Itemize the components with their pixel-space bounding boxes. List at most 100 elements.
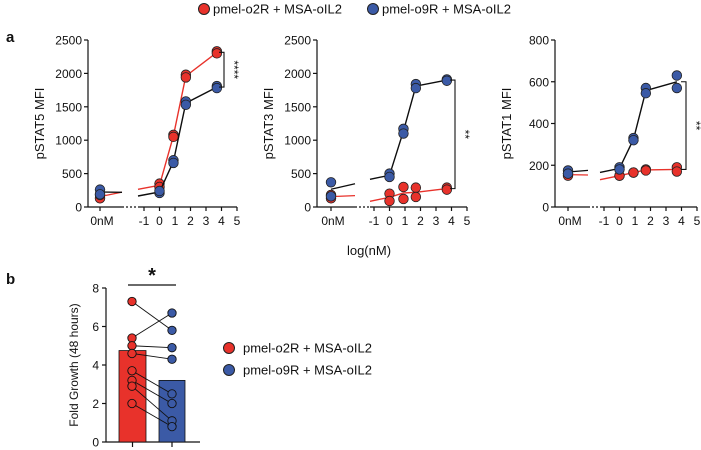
paired-point-o2r	[127, 333, 137, 343]
series-line-o9r	[137, 86, 218, 197]
paired-point-o2r	[127, 366, 137, 376]
y-tick-label: 0	[542, 201, 549, 215]
series-line-o2r	[137, 51, 218, 190]
data-point	[168, 157, 179, 169]
legend-label-o9r: pmel-o9R + MSA-oIL2	[382, 2, 511, 17]
y-tick-label: 500	[62, 167, 82, 181]
paired-line	[131, 380, 173, 404]
data-point-zero	[325, 191, 337, 202]
data-point-zero	[325, 177, 337, 188]
paired-point-o9r	[167, 421, 177, 432]
x-tick-label: 4	[448, 214, 455, 228]
legend-b-label-o9r: pmel-o9R + MSA-oIL2	[243, 363, 372, 378]
paired-point-o2r	[127, 341, 137, 351]
data-point	[211, 82, 223, 94]
significance-bracket	[450, 79, 456, 190]
data-point	[410, 182, 422, 193]
y-tick-label: 2000	[55, 67, 82, 81]
data-point	[640, 88, 652, 99]
panel-b-legend: pmel-o2R + MSA-oIL2 pmel-o9R + MSA-oIL2	[223, 341, 372, 378]
x-tick-label: 2	[417, 214, 424, 228]
data-point	[628, 167, 639, 178]
y-tick-label: 2	[92, 397, 99, 411]
paired-point-o9r	[167, 325, 177, 335]
shared-x-axis-label: log(nM)	[347, 243, 391, 258]
legend-b-marker-o2r	[223, 342, 235, 354]
x-tick-label: 1	[172, 214, 179, 228]
data-point	[614, 164, 625, 175]
legend-b-label-o2r: pmel-o2R + MSA-oIL2	[243, 341, 372, 356]
y-axis-label: pSTAT1 MFI	[499, 88, 514, 160]
x-tick-label: 3	[663, 214, 670, 228]
x-tick-label: -1	[139, 214, 150, 228]
y-tick-label: 1000	[284, 134, 311, 148]
y-tick-label: 1500	[284, 100, 311, 114]
x-tick-label: 0	[156, 214, 163, 228]
series-zero-segment	[330, 183, 356, 190]
legend-marker-o2r	[198, 3, 210, 15]
paired-line	[131, 301, 173, 331]
x-tick-label: 1	[402, 214, 409, 228]
x-tick-label: 3	[203, 214, 210, 228]
y-tick-label: 2500	[284, 34, 311, 48]
paired-point-o2r	[127, 296, 137, 307]
data-point	[640, 165, 652, 176]
y-tick-label: 2500	[55, 34, 82, 48]
x-tick-label: 2	[187, 214, 194, 228]
y-tick-label: 800	[529, 34, 549, 48]
x-tick-label: 5	[234, 214, 241, 228]
y-tick-label: 1000	[55, 134, 82, 148]
series-line-o2r	[369, 187, 447, 202]
significance-stars: **	[458, 130, 472, 140]
paired-point-o2r	[127, 398, 137, 409]
y-tick-label: 4	[92, 359, 99, 373]
paired-line	[131, 345, 173, 349]
y-tick-label: 8	[92, 282, 99, 296]
x-tick-label: 3	[433, 214, 440, 228]
data-point	[410, 82, 422, 94]
significance-stars: ****	[227, 60, 241, 79]
paired-point-o2r	[127, 381, 137, 391]
x-tick-label-zero: 0nM	[558, 214, 581, 228]
significance-star: *	[148, 265, 156, 287]
data-point	[671, 82, 683, 94]
data-point	[628, 134, 639, 146]
x-tick-label-zero: 0nM	[321, 214, 344, 228]
y-tick-label: 0	[304, 201, 311, 215]
paired-line	[131, 403, 173, 427]
data-point	[398, 193, 409, 205]
significance-bracket	[219, 51, 225, 88]
legend-label-o2r: pmel-o2R + MSA-oIL2	[213, 2, 342, 17]
x-tick-label: 2	[647, 214, 654, 228]
y-tick-label: 400	[529, 117, 549, 131]
data-point	[168, 131, 179, 143]
data-point	[384, 171, 395, 183]
y-tick-label: 600	[529, 75, 549, 89]
data-point	[180, 99, 192, 110]
series-line-o9r	[599, 81, 678, 174]
data-point	[671, 70, 683, 81]
y-axis-label: pSTAT5 MFI	[32, 88, 47, 160]
y-tick-label: 2000	[284, 67, 311, 81]
x-tick-label: 5	[694, 214, 701, 228]
series-line-o2r	[599, 168, 677, 181]
paired-line	[131, 312, 173, 339]
x-tick-label: 5	[464, 214, 471, 228]
paired-line	[131, 353, 173, 360]
paired-point-o2r	[127, 348, 137, 359]
x-tick-label: 1	[632, 214, 639, 228]
y-tick-label: 0	[75, 201, 82, 215]
data-point	[211, 48, 223, 59]
data-point	[180, 72, 192, 83]
x-tick-label: -1	[599, 214, 610, 228]
x-tick-label: 0	[616, 214, 623, 228]
paired-point-o9r	[167, 343, 177, 353]
y-tick-label: 0	[92, 436, 99, 450]
x-tick-label: 4	[678, 214, 685, 228]
data-point	[441, 75, 453, 86]
data-point-zero	[562, 168, 574, 179]
panel-label-a: a	[6, 29, 15, 46]
x-tick-label: -1	[369, 214, 380, 228]
